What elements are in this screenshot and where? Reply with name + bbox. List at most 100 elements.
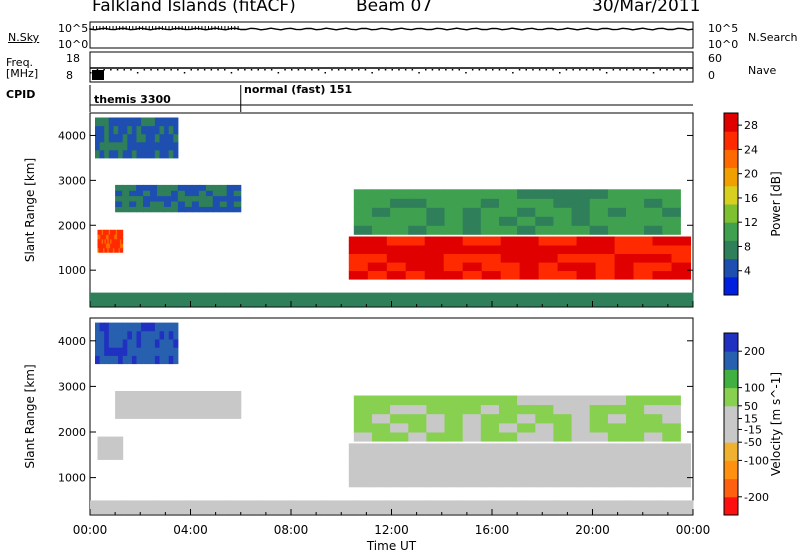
heat-cell <box>114 454 117 460</box>
heat-cell <box>157 407 165 414</box>
heat-cell <box>391 503 426 507</box>
heat-cell <box>123 292 158 296</box>
nave-point <box>498 69 501 71</box>
heat-cell <box>233 407 242 414</box>
heat-cell <box>348 478 369 488</box>
heat-cell <box>500 478 521 488</box>
heat-cell <box>198 190 207 197</box>
heat-cell <box>110 450 112 456</box>
heat-cell <box>164 190 172 197</box>
heat-cell <box>576 270 597 280</box>
heat-cell <box>224 503 258 507</box>
heat-cell <box>115 401 123 408</box>
heat-cell <box>168 149 174 159</box>
heat-cell <box>205 396 214 403</box>
heat-cell <box>101 436 104 442</box>
heat-cell <box>145 330 151 340</box>
nsearch-tick-bottom: 10^0 <box>708 38 739 51</box>
heat-cell <box>595 460 616 470</box>
heat-cell <box>592 505 627 510</box>
heat-cell <box>143 391 151 397</box>
heat-cell <box>462 478 483 488</box>
heat-cell <box>589 404 609 415</box>
heat-cell <box>324 295 359 299</box>
heat-cell <box>150 391 158 397</box>
heat-cell <box>367 469 388 479</box>
heat-cell <box>115 234 118 240</box>
nave-label: Nave <box>748 64 777 77</box>
heat-cell <box>390 413 409 424</box>
heat-cell <box>492 300 526 304</box>
colorbar-segment <box>724 113 738 132</box>
heat-cell <box>353 395 373 406</box>
heat-cell <box>141 117 147 127</box>
heat-cell <box>559 508 593 512</box>
heat-cell <box>367 245 388 254</box>
heat-cell <box>168 141 174 151</box>
heat-cell <box>462 225 482 235</box>
heat-cell <box>131 355 137 365</box>
heat-cell <box>103 243 105 249</box>
nave-point <box>585 69 588 71</box>
heat-cell <box>444 395 464 406</box>
heat-cell <box>443 478 464 488</box>
heat-cell <box>644 395 663 406</box>
heat-cell <box>499 189 518 199</box>
heat-cell <box>131 125 137 135</box>
nave-point <box>197 69 199 71</box>
heat-cell <box>592 303 627 307</box>
nave-point <box>116 69 119 71</box>
heat-cell <box>131 149 137 159</box>
heat-cell <box>191 412 200 419</box>
heat-cell <box>517 216 536 226</box>
heat-cell <box>131 339 137 348</box>
heat-cell <box>499 395 518 406</box>
heat-cell <box>607 189 627 199</box>
heat-cell <box>113 141 119 151</box>
heat-cell <box>517 189 536 199</box>
heat-cell <box>99 347 105 356</box>
heat-cell <box>118 322 124 332</box>
heat-cell <box>557 443 578 453</box>
heat-cell <box>164 322 170 332</box>
heat-cell <box>571 207 591 217</box>
heat-cell <box>644 413 663 424</box>
heat-cell <box>659 511 694 515</box>
heat-cell <box>443 262 464 272</box>
heat-cell <box>257 300 292 304</box>
heat-cell <box>589 189 609 199</box>
heat-cell <box>112 450 115 456</box>
heat-cell <box>595 262 616 272</box>
heat-cell <box>607 432 627 442</box>
heat-cell <box>386 478 407 488</box>
heat-cell <box>405 452 426 462</box>
heat-cell <box>122 190 130 197</box>
heat-cell <box>462 236 483 246</box>
heat-cell <box>212 201 221 207</box>
heat-cell <box>159 355 165 365</box>
heat-cell <box>117 445 119 451</box>
heat-cell <box>103 247 105 253</box>
heat-cell <box>190 295 225 299</box>
heat-cell <box>99 125 105 135</box>
heat-cell <box>358 508 392 512</box>
heat-cell <box>257 508 292 512</box>
heat-cell <box>157 401 165 408</box>
heat-cell <box>122 330 128 340</box>
colorbar-tick-label: 100 <box>744 382 765 395</box>
nave-point <box>277 72 280 74</box>
heat-cell <box>110 247 112 253</box>
heat-cell <box>105 243 108 249</box>
heat-cell <box>458 508 493 512</box>
heat-cell <box>122 141 128 151</box>
heat-cell <box>100 436 103 442</box>
heat-cell <box>198 391 207 397</box>
heat-cell <box>190 508 225 512</box>
heat-cell <box>458 295 493 299</box>
heat-cell <box>190 300 225 304</box>
heat-cell <box>367 236 388 246</box>
heat-cell <box>519 270 540 280</box>
heat-cell <box>462 413 482 424</box>
heat-cell <box>154 322 160 332</box>
heat-cell <box>127 141 133 151</box>
